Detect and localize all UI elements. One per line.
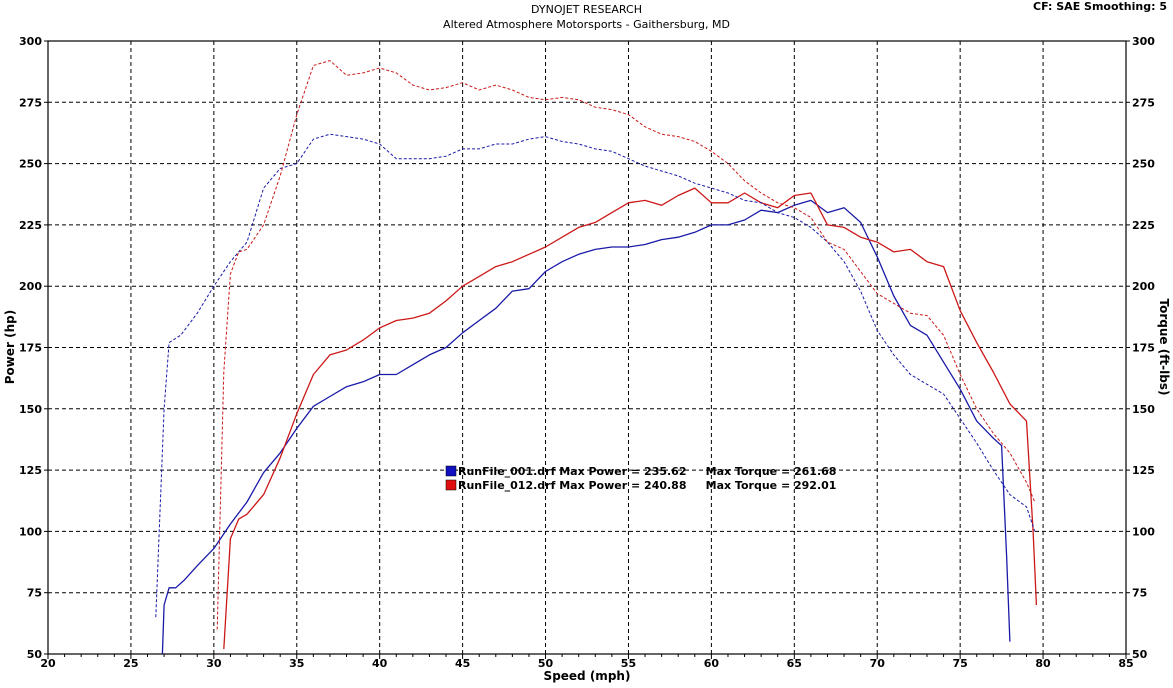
- x-tick-label: 30: [206, 657, 222, 670]
- x-tick-label: 35: [289, 657, 304, 670]
- series-line-power-1: [223, 187, 1038, 650]
- series-line-torque-2: [155, 133, 1036, 618]
- x-tick-label: 65: [787, 657, 802, 670]
- x-tick-label: 20: [40, 657, 56, 670]
- x-axis-label: Speed (mph): [544, 669, 631, 683]
- y-right-tick-label: 250: [1132, 158, 1155, 171]
- series-line-power-0: [161, 199, 1011, 655]
- y-left-tick-label: 100: [19, 525, 42, 538]
- y-left-tick-label: 225: [19, 219, 42, 232]
- y-left-tick-label: 250: [19, 158, 42, 171]
- legend-entry: RunFile_001.drf Max Power = 235.62 Max T…: [458, 465, 836, 478]
- y-left-tick-label: 150: [19, 403, 42, 416]
- x-tick-label: 50: [538, 657, 554, 670]
- y-left-tick-label: 175: [19, 342, 42, 355]
- chart-title: DYNOJET RESEARCH: [531, 3, 642, 16]
- y-right-tick-label: 225: [1132, 219, 1155, 232]
- x-tick-label: 75: [952, 657, 967, 670]
- y-right-tick-label: 275: [1132, 96, 1155, 109]
- legend-swatch: [445, 465, 457, 477]
- y-left-tick-label: 50: [27, 648, 43, 661]
- y-right-tick-label: 300: [1132, 35, 1155, 48]
- series-line-torque-3: [216, 60, 1036, 630]
- y-right-tick-label: 100: [1132, 525, 1155, 538]
- y-right-tick-label: 50: [1132, 648, 1148, 661]
- x-tick-label: 40: [372, 657, 388, 670]
- y-axis-label-right: Torque (ft-lbs): [1157, 299, 1171, 396]
- y-right-tick-label: 75: [1132, 587, 1147, 600]
- y-left-tick-label: 75: [27, 587, 42, 600]
- y-right-tick-label: 150: [1132, 403, 1155, 416]
- y-left-tick-label: 300: [19, 35, 42, 48]
- legend-swatch: [445, 479, 457, 491]
- y-axis-label-left: Power (hp): [3, 310, 17, 384]
- y-left-tick-label: 200: [19, 280, 42, 293]
- grid: [48, 41, 1126, 654]
- correction-smoothing-info: CF: SAE Smoothing: 5: [1033, 0, 1167, 13]
- chart-subtitle: Altered Atmosphere Motorsports - Gaither…: [443, 18, 730, 31]
- y-right-tick-label: 175: [1132, 342, 1155, 355]
- y-right-tick-label: 125: [1132, 464, 1155, 477]
- x-tick-label: 80: [1035, 657, 1051, 670]
- axis-ticks: 20 25 30 35 40 45 50 55 60 65 70 75 80 85 300 300 275 275…: [19, 35, 1155, 670]
- x-tick-label: 25: [123, 657, 138, 670]
- legend-entry: RunFile_012.drf Max Power = 240.88 Max T…: [458, 479, 836, 492]
- legend: RunFile_001.drf Max Power = 235.62 Max T…: [445, 465, 836, 492]
- y-left-tick-label: 125: [19, 464, 42, 477]
- x-tick-label: 85: [1118, 657, 1133, 670]
- x-tick-label: 55: [621, 657, 636, 670]
- y-left-tick-label: 275: [19, 96, 42, 109]
- x-tick-label: 70: [870, 657, 886, 670]
- y-right-tick-label: 200: [1132, 280, 1155, 293]
- x-tick-label: 60: [704, 657, 720, 670]
- x-tick-label: 45: [455, 657, 470, 670]
- series-lines: [155, 60, 1038, 655]
